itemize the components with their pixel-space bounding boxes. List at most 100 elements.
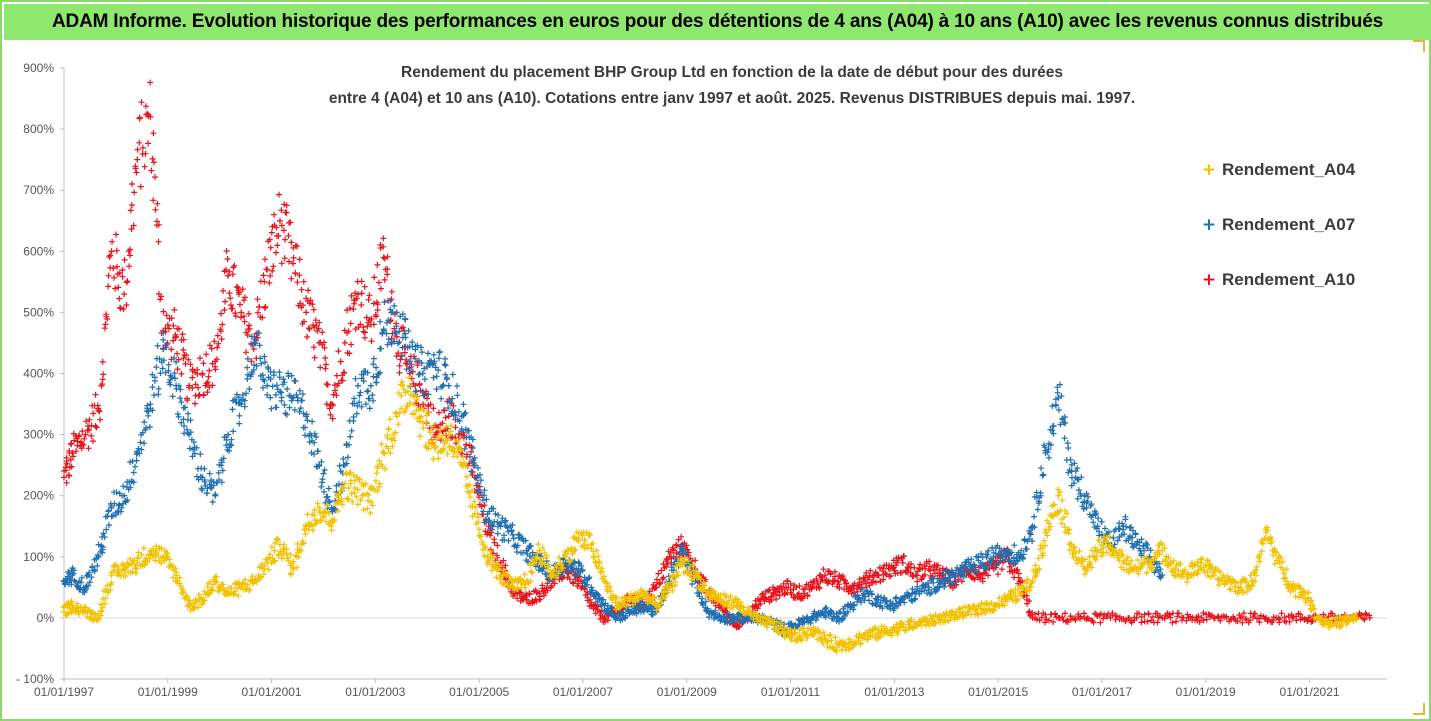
data-point-cloud — [1121, 513, 1139, 551]
data-point — [95, 407, 102, 414]
data-point-cloud — [446, 423, 464, 466]
data-point-cloud — [1042, 384, 1061, 461]
data-point-cloud — [822, 631, 840, 655]
data-point — [1276, 559, 1283, 566]
legend-marker-a04: + — [1201, 159, 1217, 180]
data-point-cloud — [965, 553, 984, 576]
legend-marker-a10: + — [1201, 269, 1217, 290]
data-point-cloud — [1302, 589, 1321, 622]
data-point-cloud — [926, 611, 944, 629]
data-point — [277, 217, 283, 224]
data-point-cloud — [914, 558, 933, 585]
data-point — [406, 382, 413, 389]
data-point-cloud — [60, 598, 75, 619]
data-point-cloud — [1056, 610, 1087, 626]
data-point-cloud — [757, 584, 776, 607]
data-point-cloud — [1032, 610, 1060, 626]
x-tick-label: 01/01/2007 — [553, 685, 613, 699]
data-point-cloud — [459, 454, 478, 520]
data-point — [1094, 523, 1101, 530]
data-point-cloud — [1187, 610, 1215, 625]
data-point-cloud — [706, 607, 725, 624]
data-point-cloud — [83, 552, 101, 592]
data-point — [588, 541, 595, 548]
data-point-cloud — [290, 377, 308, 439]
data-point — [471, 462, 478, 469]
y-tick-label: 300% — [23, 428, 54, 442]
y-tick-label: 800% — [23, 122, 54, 136]
data-point — [69, 602, 76, 609]
data-point-cloud — [433, 348, 452, 411]
data-point-cloud — [822, 604, 840, 624]
data-point — [328, 401, 335, 408]
data-point-cloud — [212, 573, 230, 598]
data-point-cloud — [368, 235, 387, 345]
data-point-cloud — [122, 451, 140, 506]
data-point — [419, 370, 426, 377]
data-point-cloud — [460, 401, 477, 475]
data-point-cloud — [1081, 490, 1100, 532]
data-point-cloud — [472, 504, 491, 567]
data-point-cloud — [329, 348, 348, 422]
data-point-cloud — [913, 580, 932, 597]
data-point-cloud — [575, 559, 594, 597]
data-point — [380, 449, 387, 456]
data-point-cloud — [343, 375, 361, 467]
data-point-cloud — [990, 542, 1009, 569]
x-tick-label: 01/01/2015 — [968, 685, 1028, 699]
data-point-cloud — [1290, 580, 1307, 602]
data-point-cloud — [226, 262, 243, 320]
data-point-cloud — [900, 616, 920, 634]
data-point-cloud — [1095, 533, 1113, 559]
data-point-cloud — [498, 515, 516, 544]
data-point — [1172, 566, 1179, 572]
data-point-cloud — [1082, 544, 1100, 575]
legend-item-a10: + Rendement_A10 — [1198, 252, 1398, 307]
data-point-cloud — [809, 566, 827, 592]
data-point-cloud — [356, 368, 373, 412]
chart-legend: + Rendement_A04 + Rendement_A07 + Rendem… — [1198, 142, 1398, 307]
data-point-cloud — [641, 588, 660, 614]
data-point-cloud — [888, 619, 905, 639]
data-point-cloud — [653, 548, 672, 588]
data-point — [666, 584, 673, 591]
data-point-cloud — [225, 579, 243, 599]
series-Rendement_A10 — [61, 79, 1373, 631]
data-point — [121, 291, 128, 298]
data-point-cloud — [60, 565, 76, 588]
data-point-cloud — [1030, 537, 1048, 581]
data-point-cloud — [265, 191, 282, 286]
data-point-cloud — [1055, 381, 1075, 476]
data-point-cloud — [369, 318, 386, 404]
x-tick-label: 01/01/2013 — [864, 685, 924, 699]
data-point — [303, 309, 310, 316]
data-point-cloud — [278, 370, 295, 418]
data-point-cloud — [420, 350, 438, 399]
data-point-cloud — [147, 330, 167, 414]
data-point-cloud — [393, 311, 413, 373]
data-point-cloud — [95, 579, 115, 623]
data-point-cloud — [304, 287, 322, 361]
data-point — [510, 535, 517, 542]
data-point-cloud — [771, 618, 788, 641]
data-point-cloud — [1003, 542, 1022, 567]
data-point — [225, 272, 232, 279]
x-tick-label: 01/01/2021 — [1280, 685, 1340, 699]
data-point-cloud — [953, 603, 971, 621]
data-point-cloud — [381, 409, 399, 472]
data-point-cloud — [861, 624, 880, 643]
series-Rendement_A04 — [60, 374, 1360, 655]
data-point-cloud — [264, 364, 283, 412]
chart-axes: - 100% 0% 100% 200% 300% 400% 500% 600% 700% 800%… — [16, 61, 1387, 699]
data-point-cloud — [523, 587, 543, 607]
legend-marker-a07: + — [1201, 214, 1217, 235]
legend-item-a04: + Rendement_A04 — [1198, 142, 1398, 197]
data-point — [95, 553, 102, 560]
data-point — [82, 431, 89, 438]
y-tick-label: 100% — [23, 550, 54, 564]
data-point — [1055, 492, 1062, 499]
data-point-cloud — [575, 573, 594, 610]
y-tick-label: 400% — [23, 367, 54, 381]
data-point-cloud — [420, 407, 438, 463]
